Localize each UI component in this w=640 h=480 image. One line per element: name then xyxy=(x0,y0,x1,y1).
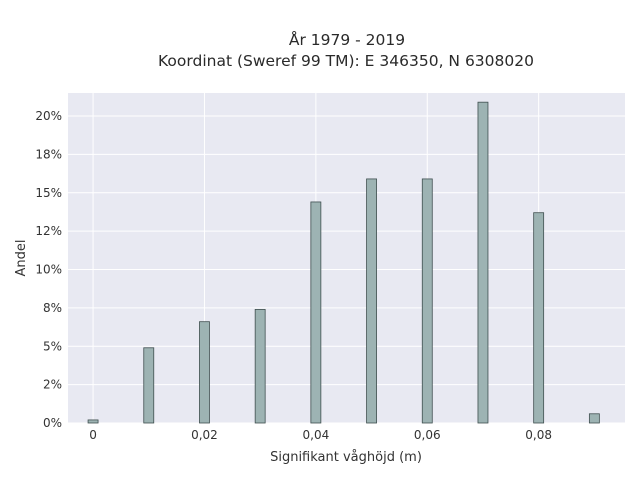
x-tick-label: 0 xyxy=(89,428,97,442)
chart-title-line2: Koordinat (Sweref 99 TM): E 346350, N 63… xyxy=(158,52,534,70)
y-tick-label: 5% xyxy=(43,339,62,353)
y-tick-label: 10% xyxy=(35,263,62,277)
y-tick-label: 0% xyxy=(43,416,62,430)
y-tick-label: 15% xyxy=(35,186,62,200)
x-tick-label: 0,02 xyxy=(191,428,218,442)
x-axis-ticks: 0 0,02 0,04 0,06 0,08 xyxy=(89,428,552,442)
bar xyxy=(199,321,210,424)
y-axis-label: Andel xyxy=(14,240,29,277)
y-tick-label: 8% xyxy=(43,301,62,315)
y-tick-label: 12% xyxy=(35,224,62,238)
bar xyxy=(366,178,377,424)
bar xyxy=(87,419,99,424)
bar xyxy=(588,413,600,424)
bar xyxy=(254,309,266,424)
x-axis-label: Signifikant våghöjd (m) xyxy=(270,450,422,465)
bar xyxy=(421,178,433,424)
bar xyxy=(477,101,489,424)
x-tick-label: 0,06 xyxy=(414,428,441,442)
bars xyxy=(87,101,600,424)
bar xyxy=(310,201,322,424)
x-tick-label: 0,04 xyxy=(303,428,330,442)
y-tick-label: 2% xyxy=(43,378,62,392)
y-tick-label: 18% xyxy=(35,147,62,161)
bar xyxy=(533,212,545,424)
plot-area xyxy=(68,93,625,423)
bar xyxy=(143,347,155,424)
y-tick-label: 20% xyxy=(35,109,62,123)
chart-title-line1: År 1979 - 2019 xyxy=(289,30,405,49)
x-tick-label: 0,08 xyxy=(525,428,552,442)
y-axis-ticks: 0% 2% 5% 8% 10% 12% 15% 18% 20% xyxy=(35,109,62,430)
